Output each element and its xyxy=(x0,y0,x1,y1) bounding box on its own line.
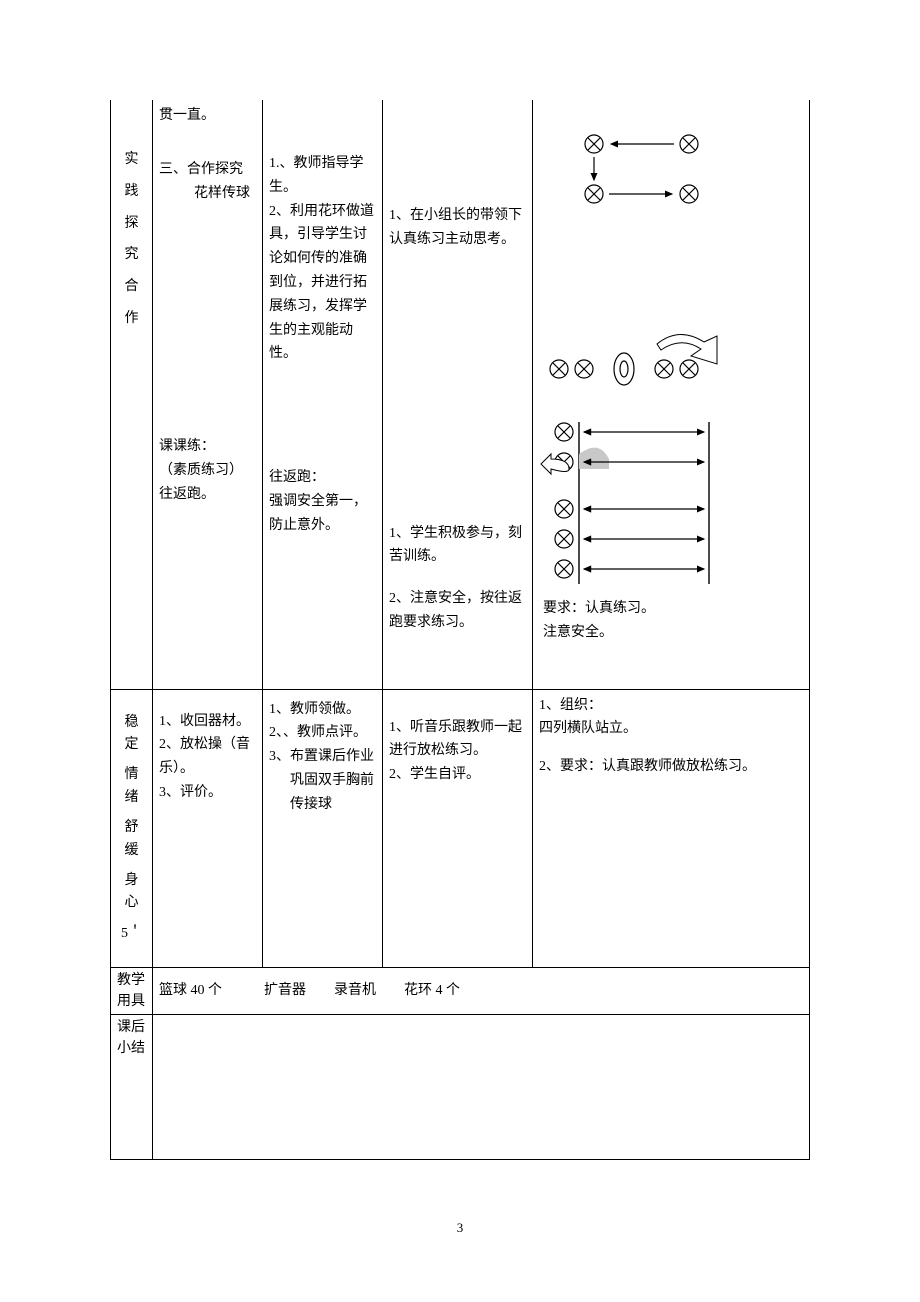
text-line: 要求：认真练习。 xyxy=(539,597,803,621)
text-line: 往返跑。 xyxy=(159,483,256,507)
relax-col4: 1、听音乐跟教师一起进行放松练习。 2、学生自评。 xyxy=(383,689,533,968)
label-line: 用具 xyxy=(117,991,146,1012)
text-line: 3、评价。 xyxy=(159,781,256,805)
formation-diagram-col: 要求：认真练习。 注意安全。 xyxy=(533,100,810,689)
label-line: 5＇ xyxy=(117,923,146,945)
label-line: 教学 xyxy=(117,970,146,991)
text-line: 强调安全第一，防止意外。 xyxy=(269,490,376,538)
text-line: 2、注意安全，按往返跑要求练习。 xyxy=(389,587,526,635)
relax-col5: 1、组织： 四列横队站立。 2、要求：认真跟教师做放松练习。 xyxy=(533,689,810,968)
label-line: 情 绪 xyxy=(117,764,146,809)
text-line: 1、收回器材。 xyxy=(159,710,256,734)
relax-col2: 1、收回器材。 2、放松操（音乐）。 3、评价。 xyxy=(153,689,263,968)
formation-diagram-1 xyxy=(559,124,719,214)
text-line: 1、听音乐跟教师一起进行放松练习。 xyxy=(389,716,526,764)
text-line: 三、合作探究 xyxy=(159,158,256,182)
section-label-summary: 课后 小结 xyxy=(111,1015,153,1160)
equipment-content: 篮球 40 个 扩音器 录音机 花环 4 个 xyxy=(153,968,810,1015)
text-line: 1.、教师指导学生。 xyxy=(269,152,376,200)
text-line: 1、学生积极参与，刻苦训练。 xyxy=(389,522,526,570)
text-line: （素质练习） xyxy=(159,459,256,483)
text-line: 2、利用花环做道具，引导学生讨论如何传的准确到位，并进行拓展练习，发挥学生的主观… xyxy=(269,200,376,367)
label-char: 究 xyxy=(117,243,146,267)
text-line: 花样传球 xyxy=(159,182,256,206)
section-label-practice: 实 践 探 究 合 作 xyxy=(111,100,153,689)
label-char: 作 xyxy=(117,307,146,331)
text-line: 巩固双手胸前传接球 xyxy=(269,769,376,817)
label-line: 舒 缓 xyxy=(117,817,146,862)
relax-col3: 1、教师领做。 2、、教师点评。 3、布置课后作业 巩固双手胸前传接球 xyxy=(263,689,383,968)
text-line: 注意安全。 xyxy=(539,621,803,645)
text-line: 2、要求：认真跟教师做放松练习。 xyxy=(539,755,803,779)
page-number: 3 xyxy=(110,1220,810,1236)
text-line: 3、布置课后作业 xyxy=(269,745,376,769)
text-line: 1、在小组长的带领下认真练习主动思考。 xyxy=(389,204,526,252)
student-activity-col: 1、在小组长的带领下认真练习主动思考。 1、学生积极参与，刻苦训练。 2、注意安… xyxy=(383,100,533,689)
formation-diagram-2 xyxy=(539,324,729,394)
text-line: 篮球 40 个 扩音器 录音机 花环 4 个 xyxy=(159,983,460,998)
label-char: 实 xyxy=(117,148,146,172)
section-label-equipment: 教学 用具 xyxy=(111,968,153,1015)
text-line: 1、教师领做。 xyxy=(269,698,376,722)
label-line: 稳 定 xyxy=(117,712,146,757)
label-line: 课后 xyxy=(117,1017,146,1038)
summary-content xyxy=(153,1015,810,1160)
label-line: 小结 xyxy=(117,1038,146,1059)
activity-content-col: 贯一直。 三、合作探究 花样传球 课课练： （素质练习） 往返跑。 xyxy=(153,100,263,689)
text-line: 往返跑： xyxy=(269,466,376,490)
label-line: 身 心 xyxy=(117,870,146,915)
text-line: 2、、教师点评。 xyxy=(269,721,376,745)
section-label-relax: 稳 定 情 绪 舒 缓 身 心 5＇ xyxy=(111,689,153,968)
text-line: 课课练： xyxy=(159,435,256,459)
section-practice-row: 实 践 探 究 合 作 贯一直。 三、合作探究 花样传球 课课练： （素质练习）… xyxy=(111,100,810,689)
label-char: 探 xyxy=(117,212,146,236)
text-line: 2、学生自评。 xyxy=(389,763,526,787)
text-line: 1、组织： xyxy=(539,694,803,718)
section-relax-row: 稳 定 情 绪 舒 缓 身 心 5＇ 1、收回器材。 2、放松操（音乐）。 3、… xyxy=(111,689,810,968)
formation-diagram-3 xyxy=(539,414,719,589)
label-char: 践 xyxy=(117,180,146,204)
section-equipment-row: 教学 用具 篮球 40 个 扩音器 录音机 花环 4 个 xyxy=(111,968,810,1015)
label-char: 合 xyxy=(117,275,146,299)
text-line: 贯一直。 xyxy=(159,104,256,128)
text-line: 四列横队站立。 xyxy=(539,717,803,741)
lesson-plan-table: 实 践 探 究 合 作 贯一直。 三、合作探究 花样传球 课课练： （素质练习）… xyxy=(110,100,810,1160)
section-summary-row: 课后 小结 xyxy=(111,1015,810,1160)
teacher-activity-col: 1.、教师指导学生。 2、利用花环做道具，引导学生讨论如何传的准确到位，并进行拓… xyxy=(263,100,383,689)
text-line: 2、放松操（音乐）。 xyxy=(159,733,256,781)
